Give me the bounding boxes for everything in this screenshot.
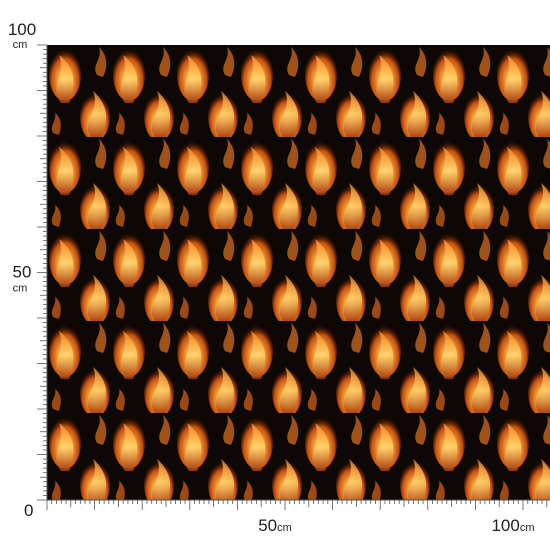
ruler-unit: cm (277, 522, 292, 534)
ruler-label: 50cm (258, 516, 292, 535)
ruler-unit: cm (520, 522, 535, 534)
ruler-unit: cm (13, 283, 28, 295)
ruler-label: 100cm (491, 516, 534, 535)
ruler-number: 100 (491, 516, 519, 535)
ruler-label: 50 (13, 263, 32, 282)
origin-label: 0 (24, 501, 33, 520)
ruler-unit: cm (13, 39, 28, 51)
ruler-label: 100 (8, 20, 36, 39)
ruler-number: 50 (258, 516, 277, 535)
fabric-print (47, 45, 550, 500)
